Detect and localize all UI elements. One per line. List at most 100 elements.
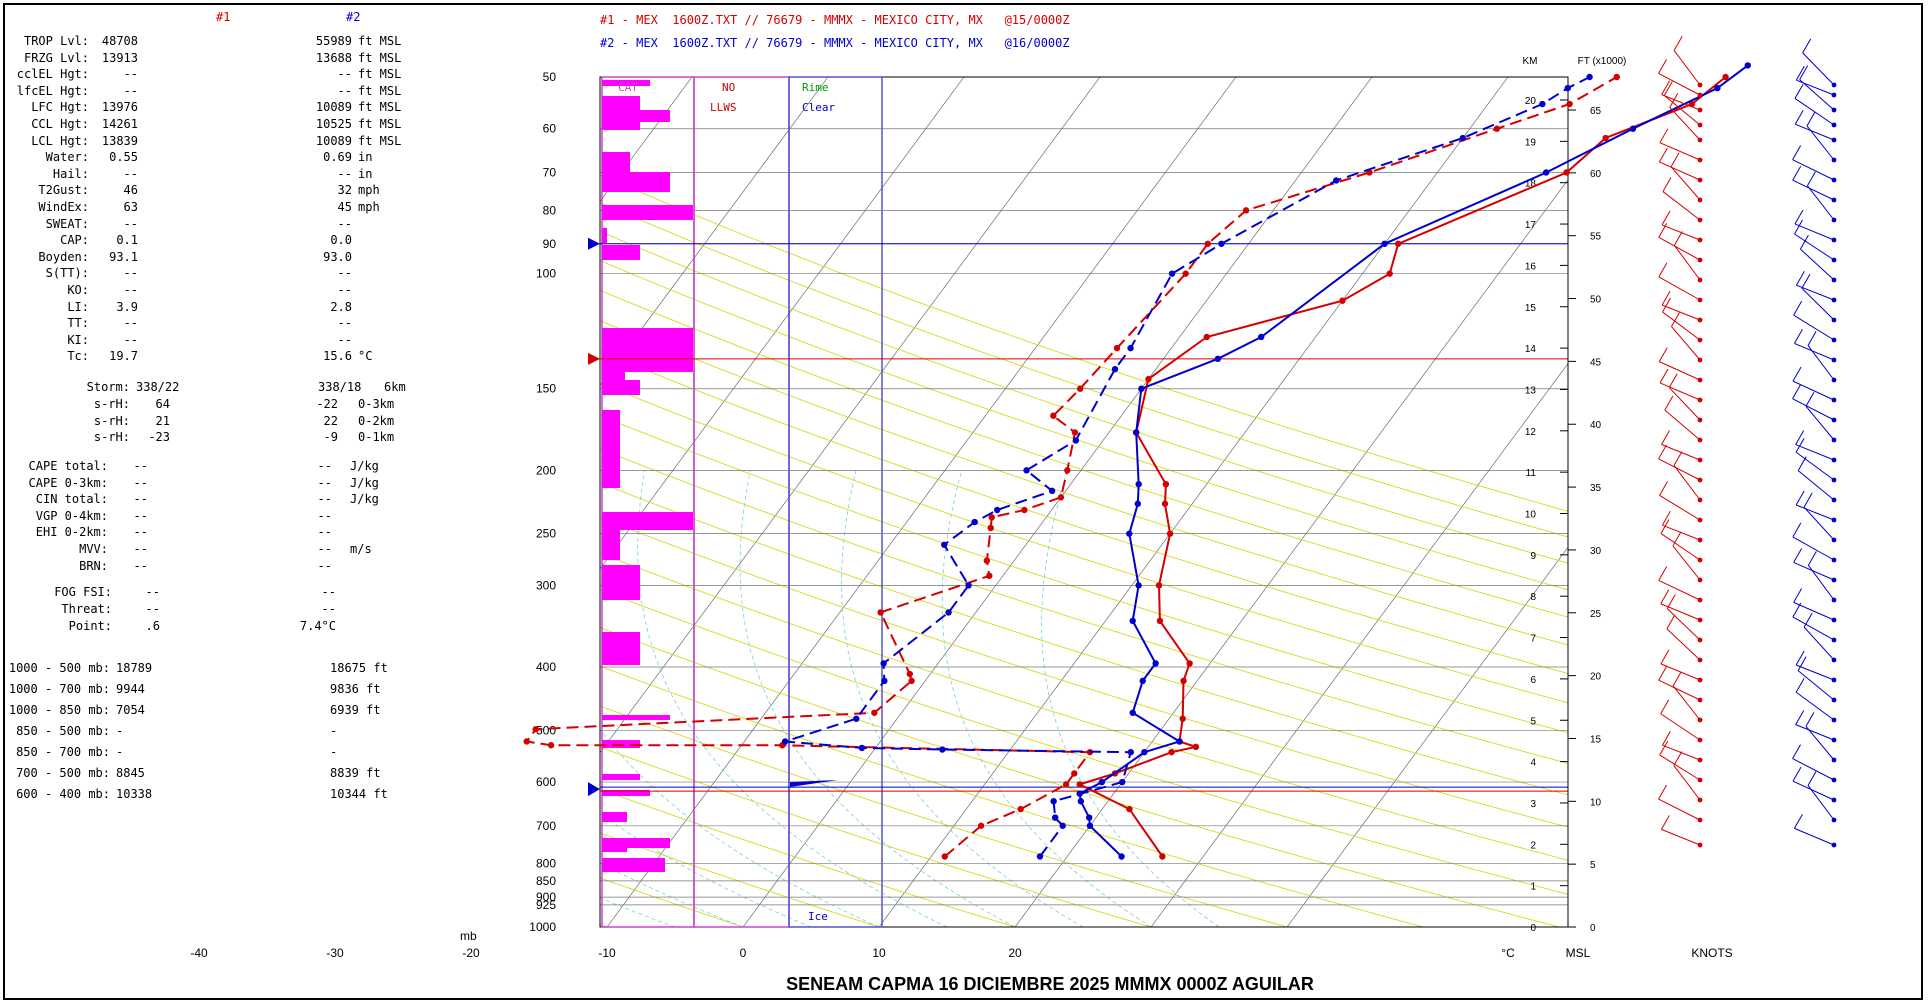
wind-1-barb-point [1697,497,1703,503]
dewpoint-1-point [977,822,985,829]
index-unit: ft MSL [358,50,402,65]
temperature-2-point [1744,62,1751,69]
wind-1-barb-flag [1673,751,1683,766]
storm-value-1: 338/22 [136,380,180,394]
dewpoint-2-point [1564,84,1571,92]
wind-1-barb-shaft [1663,95,1701,126]
index-unit: ft MSL [358,117,402,131]
wind-2-barb-flag [1795,650,1805,666]
wind-2-barb-point [1831,537,1837,543]
index-value-1: 93.1 [109,249,138,264]
temperature-2-point [1258,333,1265,341]
pressure-tick-label: 90 [543,237,557,251]
index-unit: mph [358,200,380,214]
wind-2-barb-flag [1795,65,1805,81]
wind-2-barb-point [1831,82,1837,88]
isotherm-line [600,77,829,386]
moist-adiabat [1041,470,1220,927]
temperature-tick-label: 10 [872,946,886,960]
wind-1-barb-flag [1664,395,1674,411]
thickness-value-1: 10338 [116,787,153,801]
wind-2-barb-shaft [1807,345,1835,381]
thickness-value-2: 10344 ft [330,787,388,801]
temperature-tick-label: -10 [598,946,616,960]
temperature-2-point [1714,84,1721,92]
dry-adiabat [600,448,1568,764]
cape-unit: J/kg [350,492,379,507]
wind-2-barb-shaft [1795,444,1835,461]
moist-adiabat [600,812,812,927]
wind-2-barb-shaft [1800,248,1835,281]
wind-1-barb-shaft [1673,765,1701,801]
wind-2-barb-point [1831,397,1837,403]
wind-1-barb-shaft [1664,409,1701,441]
wind-2-barb-shaft [1794,827,1835,846]
dewpoint-2-point [1459,134,1467,142]
cape-value-1: -- [133,558,148,573]
ft-tick-label: 55 [1590,232,1602,243]
cape-label: VGP 0-4km: [35,508,108,523]
wind-2-barb-point [1831,217,1837,223]
index-value-2: 55989 [315,34,352,48]
index-value-1: 13913 [101,50,138,65]
dry-adiabat [600,289,1568,618]
index-label: CCL Hgt: [31,117,89,131]
wind-2-barb-shaft [1792,616,1835,641]
moist-adiabat [600,728,880,927]
dewpoint-1-point [906,670,914,678]
km-tick-label: 14 [1525,344,1537,355]
thickness-value-1: 18789 [116,661,153,675]
wind-2-barb-point [1831,697,1837,703]
index-label: CAP: [60,233,89,248]
dewpoint-2-point [1539,100,1546,108]
index-unit: °C [358,349,373,364]
wind-1-barb-shaft [1673,50,1701,86]
cape-label: CAPE 0-3km: [28,475,108,490]
wind-1-barb-flag [1659,481,1669,496]
pressure-tick-label: 925 [536,898,556,912]
dewpoint-1-point [983,557,991,564]
wind-1-barb-point [1697,417,1703,423]
thickness-value-2: - [330,745,338,759]
km-tick-label: 16 [1525,261,1537,272]
wind-2-barb-flag [1795,677,1805,693]
fog-value-2: -- [321,602,336,616]
index-value-2: -- [337,266,352,281]
wind-1-barb-point [1697,537,1703,543]
temperature-2-point [1176,738,1183,745]
pressure-tick-label: 250 [536,527,556,541]
wind-1-barb-flag [1661,80,1671,95]
thickness-value-2: 9836 ft [330,682,381,696]
wind-2-barb-flag [1795,490,1805,506]
wind-2-barb-shaft [1794,223,1835,241]
wind-2-barb-flag [1803,492,1813,508]
index-unit: ft MSL [358,67,402,82]
wind-2-barb-flag [1793,588,1803,603]
temperature-tick-label: 0 [740,946,747,960]
thickness-value-1: - [116,745,124,759]
index-value-1: 13839 [101,133,138,148]
pressure-tick-label: 200 [536,463,556,477]
wind-2-barb-point [1831,497,1837,503]
wind-2-barb-point [1831,557,1837,563]
wind-1-barb-point [1697,517,1703,523]
storm-unit: 6km [384,380,406,394]
index-value-2: 93.0 [323,249,352,264]
cape-unit: J/kg [350,475,379,490]
temperature-2-point [1138,385,1145,392]
ft-tick-label: 35 [1590,483,1602,494]
wind-1-barb-shaft [1669,106,1701,141]
wind-2-barb-point [1831,257,1837,263]
wind-2-barb-shaft [1797,670,1835,701]
wind-2-barb-point [1831,797,1837,803]
km-tick-label: 18 [1525,179,1537,190]
dewpoint-1-point [871,709,878,716]
wind-2-barb-flag [1807,331,1817,346]
index-label: Water: [45,150,89,165]
dewpoint-1-point [1064,467,1071,474]
wind-2-barb-flag [1792,744,1801,759]
wind-2-barb-flag [1806,171,1816,186]
wind-1-barb-shaft [1671,326,1701,361]
cat-bar [602,152,630,172]
cat-label: CAT [618,81,638,94]
